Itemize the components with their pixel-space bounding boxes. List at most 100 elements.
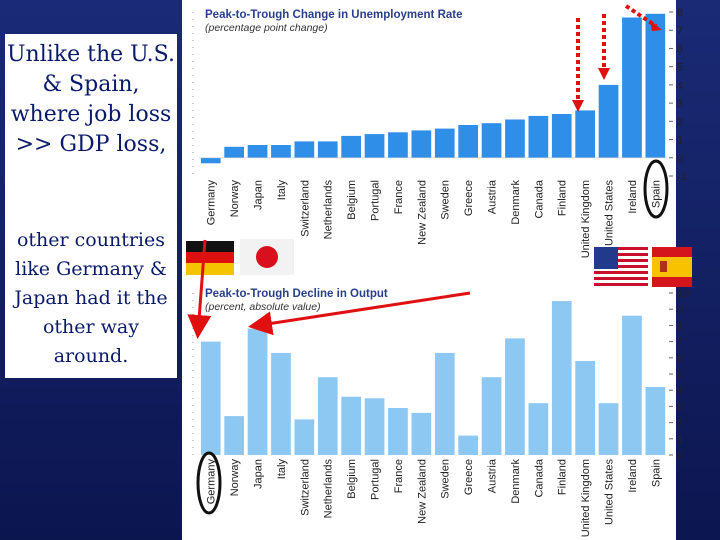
c1-bar-spain	[645, 13, 666, 158]
germany-highlight-ellipse	[196, 451, 222, 515]
commentary-textbox: Unlike the U.S. & Spain, where job loss …	[5, 34, 177, 378]
c2-tick-label: 7	[677, 337, 683, 349]
c2-category-label: Denmark	[510, 459, 522, 504]
c2-bar-austria	[481, 377, 502, 455]
c2-category-label: Japan	[253, 459, 265, 489]
output-chart: Peak-to-Trough Decline in Output (percen…	[192, 288, 689, 537]
us-arrowhead-icon	[572, 100, 584, 112]
c1-category-label: Portugal	[370, 180, 382, 221]
c1-category-label: Finland	[557, 180, 569, 216]
c2-tick-label: 0	[677, 450, 683, 462]
c2-bar-france	[388, 408, 408, 455]
c1-bar-france	[388, 132, 408, 158]
c1-tick-label: 7	[677, 25, 683, 37]
c1-bar-norway	[224, 146, 244, 158]
c1-category-label: Belgium	[346, 180, 358, 220]
c1-bar-canada	[528, 115, 549, 158]
c2-category-label: Italy	[276, 459, 288, 480]
c1-bar-netherlands	[317, 141, 338, 158]
c1-bar-denmark	[505, 119, 525, 158]
japan-flag-icon	[240, 239, 294, 275]
unemployment-chart-title: Peak-to-Trough Change in Unemployment Ra…	[205, 9, 463, 21]
c1-bar-united-kingdom	[575, 110, 595, 158]
c2-category-label: Sweden	[440, 459, 452, 499]
c2-category-label: Finland	[557, 459, 569, 495]
c2-category-label: United Kingdom	[580, 459, 592, 537]
germany-arrow	[187, 239, 212, 339]
output-chart-subtitle: (percent, absolute value)	[205, 301, 321, 313]
c1-tick-label: 8	[677, 7, 683, 19]
c2-category-label: Norway	[229, 459, 241, 497]
c2-bar-germany	[200, 341, 221, 455]
c2-category-label: Portugal	[370, 459, 382, 500]
c1-tick-label: 1	[677, 135, 683, 147]
annotation-layer	[187, 4, 669, 515]
c2-bar-belgium	[341, 396, 361, 455]
c2-category-label: Netherlands	[323, 459, 335, 519]
c2-category-label: Spain	[650, 459, 662, 487]
c1-bar-sweden	[434, 128, 455, 158]
ireland-arrowhead-icon	[598, 68, 610, 80]
c1-category-label: United Kingdom	[580, 180, 592, 258]
c2-category-label: France	[393, 459, 405, 493]
c2-bar-united-states	[598, 403, 619, 455]
commentary-bottom-text: other countries like Germany & Japan had…	[14, 229, 168, 367]
c2-tick-label: 8	[677, 320, 683, 332]
c1-category-label: Ireland	[627, 180, 639, 214]
c1-category-label: Canada	[533, 179, 545, 218]
c2-category-label: United States	[604, 459, 616, 526]
c2-bar-portugal	[364, 398, 385, 455]
spain-flag-icon	[652, 247, 692, 287]
c1-bar-austria	[481, 123, 502, 158]
c2-tick-label: 10	[677, 288, 689, 300]
c2-tick-label: 2	[677, 418, 683, 430]
c1-bar-germany	[200, 157, 221, 164]
c1-category-label: New Zealand	[416, 180, 428, 245]
c1-category-label: Switzerland	[299, 180, 311, 237]
c1-category-label: Italy	[276, 180, 288, 201]
c2-bar-greece	[458, 435, 478, 455]
c2-category-label: Ireland	[627, 459, 639, 493]
c2-bar-sweden	[434, 352, 455, 455]
c2-bar-finland	[551, 301, 572, 455]
c1-category-label: Spain	[650, 180, 662, 208]
c1-category-label: Germany	[206, 180, 218, 226]
c2-tick-label: 1	[677, 434, 683, 446]
c2-category-label: Greece	[463, 459, 475, 495]
c2-bar-netherlands	[317, 377, 338, 455]
c2-bar-norway	[224, 416, 244, 455]
c2-bar-italy	[271, 352, 291, 455]
c1-category-label: Denmark	[510, 180, 522, 225]
c2-tick-label: 5	[677, 369, 683, 381]
c1-category-label: Sweden	[440, 180, 452, 220]
c2-tick-label: 9	[677, 304, 683, 316]
c2-category-label: Germany	[206, 459, 218, 505]
c1-bar-new-zealand	[411, 130, 432, 158]
usa-flag-icon	[594, 247, 648, 286]
c1-bar-portugal	[364, 134, 385, 158]
c1-tick-label: 0	[677, 153, 683, 165]
c1-bar-finland	[551, 114, 572, 158]
c1-category-label: Norway	[229, 180, 241, 218]
c1-category-label: United States	[604, 180, 616, 247]
c1-tick-label: 5	[677, 62, 683, 74]
c1-tick-label: 6	[677, 43, 683, 55]
c1-tick-label: 4	[677, 80, 683, 92]
c2-bar-denmark	[505, 338, 525, 455]
c2-category-label: Switzerland	[299, 459, 311, 516]
c2-bar-spain	[645, 387, 666, 455]
c1-bar-japan	[247, 145, 268, 158]
c1-bar-greece	[458, 125, 478, 158]
c2-bar-united-kingdom	[575, 361, 595, 455]
c1-bar-italy	[271, 145, 291, 158]
c1-tick-label: 2	[677, 116, 683, 128]
c2-category-label: Austria	[487, 458, 499, 493]
c1-category-label: Netherlands	[323, 180, 335, 240]
c2-category-label: New Zealand	[416, 459, 428, 524]
japan-arrow	[248, 291, 471, 336]
c2-category-label: Canada	[533, 458, 545, 497]
c1-bar-ireland	[622, 17, 642, 158]
c2-bar-ireland	[622, 315, 642, 455]
c1-tick-label: -1	[677, 171, 687, 183]
